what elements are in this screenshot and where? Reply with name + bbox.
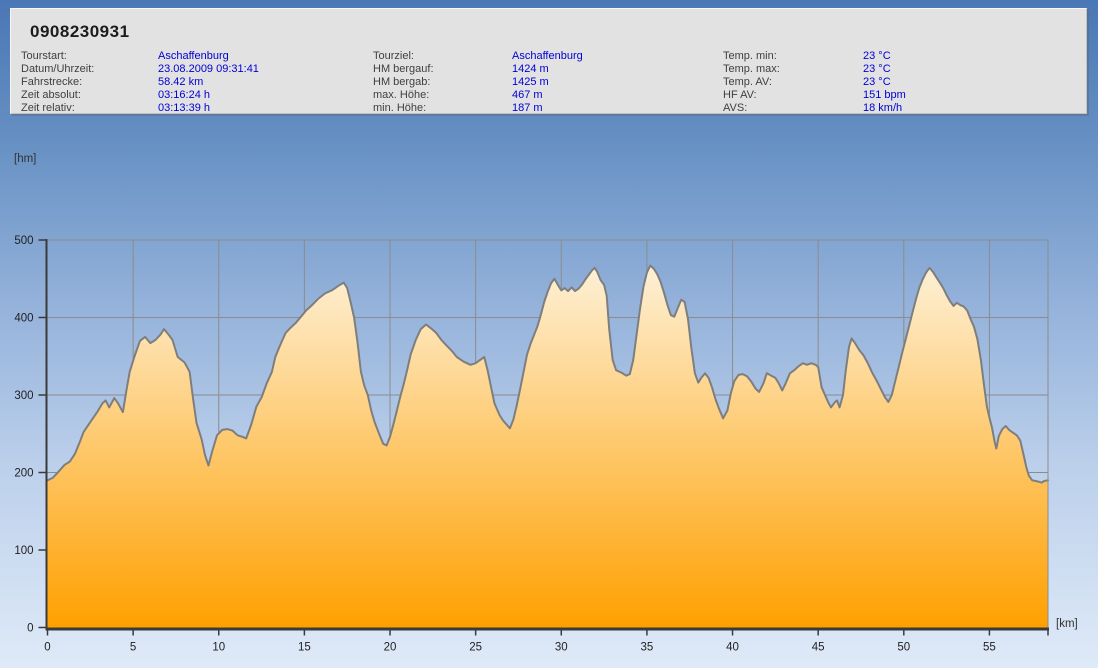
- info-group-start: Tourstart: Aschaffenburg Datum/Uhrzeit: 23.…: [21, 50, 259, 115]
- info-row: Zeit absolut: 03:16:24 h: [21, 89, 259, 102]
- info-row: Datum/Uhrzeit: 23.08.2009 09:31:41: [21, 63, 259, 76]
- x-tick-label: 5: [130, 642, 136, 654]
- info-row: Tourziel: Aschaffenburg: [373, 50, 583, 63]
- info-value: 187 m: [512, 102, 543, 114]
- x-tick-label: 50: [897, 642, 910, 654]
- info-label: AVS:: [723, 102, 748, 114]
- y-axis-unit-label: [hm]: [14, 153, 37, 165]
- info-value: 03:13:39 h: [158, 102, 210, 114]
- info-value: 23 °C: [863, 76, 891, 88]
- y-tick-label: 300: [14, 390, 33, 402]
- info-row: Tourstart: Aschaffenburg: [21, 50, 259, 63]
- info-row: HM bergab: 1425 m: [373, 76, 583, 89]
- info-value: 467 m: [512, 89, 543, 101]
- info-value: 23 °C: [863, 50, 891, 62]
- info-label: Tourziel:: [373, 50, 414, 62]
- info-row: Temp. AV: 23 °C: [723, 76, 906, 89]
- x-tick-label: 0: [44, 642, 50, 654]
- info-label: HM bergauf:: [373, 63, 434, 75]
- elevation-area: [47, 265, 1048, 628]
- info-label: Temp. max:: [723, 63, 780, 75]
- info-label: HM bergab:: [373, 76, 431, 88]
- info-label: Fahrstrecke:: [21, 76, 83, 88]
- y-tick-label: 100: [14, 545, 33, 557]
- tour-title: 0908230931: [30, 22, 130, 41]
- info-row: Zeit relativ: 03:13:39 h: [21, 102, 259, 115]
- info-row: max. Höhe: 467 m: [373, 89, 583, 102]
- info-label: Temp. min:: [723, 50, 777, 62]
- info-label: Zeit absolut:: [21, 89, 81, 101]
- info-row: Temp. max: 23 °C: [723, 63, 906, 76]
- info-row: AVS: 18 km/h: [723, 102, 906, 115]
- info-row: HM bergauf: 1424 m: [373, 63, 583, 76]
- x-tick-label: 40: [726, 642, 739, 654]
- info-value: 03:16:24 h: [158, 89, 210, 101]
- info-row: Temp. min: 23 °C: [723, 50, 906, 63]
- x-axis-unit-label: [km]: [1056, 618, 1078, 630]
- x-tick-label: 25: [469, 642, 482, 654]
- x-tick-label: 15: [298, 642, 311, 654]
- info-label: Zeit relativ:: [21, 102, 75, 114]
- info-value: 23 °C: [863, 63, 891, 75]
- x-tick-label: 45: [812, 642, 825, 654]
- info-value: 18 km/h: [863, 102, 903, 114]
- info-value: Aschaffenburg: [512, 50, 583, 62]
- y-tick-label: 500: [14, 235, 33, 247]
- info-row: min. Höhe: 187 m: [373, 102, 583, 115]
- info-label: Temp. AV:: [723, 76, 772, 88]
- info-row: HF AV: 151 bpm: [723, 89, 906, 102]
- y-tick-label: 200: [14, 468, 33, 480]
- info-label: max. Höhe:: [373, 89, 430, 101]
- info-group-stats: Temp. min: 23 °C Temp. max: 23 °C Temp. AV: 2…: [723, 50, 906, 115]
- info-row: Fahrstrecke: 58.42 km: [21, 76, 259, 89]
- info-value: Aschaffenburg: [158, 50, 229, 62]
- x-tick-label: 55: [983, 642, 996, 654]
- y-tick-label: 400: [14, 313, 33, 325]
- info-value: 1425 m: [512, 76, 549, 88]
- x-tick-label: 10: [212, 642, 225, 654]
- info-label: Datum/Uhrzeit:: [21, 63, 95, 75]
- y-tick-label: 0: [27, 623, 33, 635]
- info-label: Tourstart:: [21, 50, 67, 62]
- info-value: 151 bpm: [863, 89, 906, 101]
- x-tick-label: 35: [641, 642, 654, 654]
- info-label: min. Höhe:: [373, 102, 427, 114]
- elevation-curve: [46, 264, 1049, 484]
- info-value: 23.08.2009 09:31:41: [158, 63, 259, 75]
- info-value: 58.42 km: [158, 76, 204, 88]
- x-tick-label: 20: [384, 642, 397, 654]
- info-value: 1424 m: [512, 63, 549, 75]
- x-tick-label: 30: [555, 642, 568, 654]
- info-label: HF AV:: [723, 89, 757, 101]
- tour-summary-panel: 0908230931 Tourstart: Aschaffenburg Datum/…: [10, 8, 1087, 114]
